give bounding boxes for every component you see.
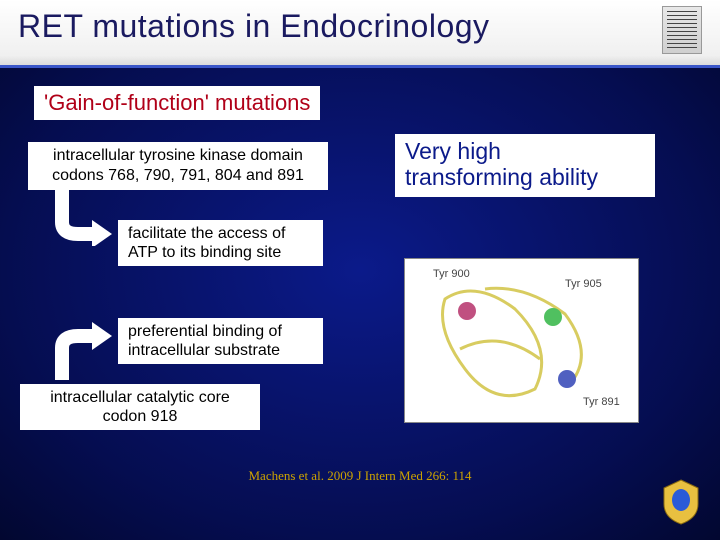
atp-binding-box: facilitate the access of ATP to its bind… [118,220,323,266]
preferential-binding-box: preferential binding of intracellular su… [118,318,323,364]
university-crest-logo [660,478,702,526]
transform-line-1: Very high [405,138,501,164]
subtitle-box: 'Gain-of-function' mutations [34,86,320,120]
mol-label-3: Tyr 891 [583,396,620,408]
mol-label-1: Tyr 900 [433,268,470,280]
codons2-line-2: codon 918 [103,408,178,425]
tyrosine-kinase-codons-box: intracellular tyrosine kinase domain cod… [28,142,328,190]
chromosome-ideogram-image [662,6,702,54]
arrow-down-icon [44,186,116,246]
arrow-up-icon [44,306,116,384]
slide-title: RET mutations in Endocrinology [18,8,702,45]
title-bar: RET mutations in Endocrinology [0,0,720,68]
transforming-ability-box: Very high transforming ability [395,134,655,197]
protein-structure-image: Tyr 900 Tyr 905 Tyr 891 [404,258,639,423]
content-area: 'Gain-of-function' mutations intracellul… [0,68,720,540]
mol-label-2: Tyr 905 [565,278,602,290]
codons2-line-1: intracellular catalytic core [50,389,230,406]
catalytic-core-codon-box: intracellular catalytic core codon 918 [20,384,260,430]
molecule-illustration: Tyr 900 Tyr 905 Tyr 891 [405,259,640,424]
transform-line-2: transforming ability [405,164,598,190]
citation-text: Machens et al. 2009 J Intern Med 266: 11… [0,468,720,484]
